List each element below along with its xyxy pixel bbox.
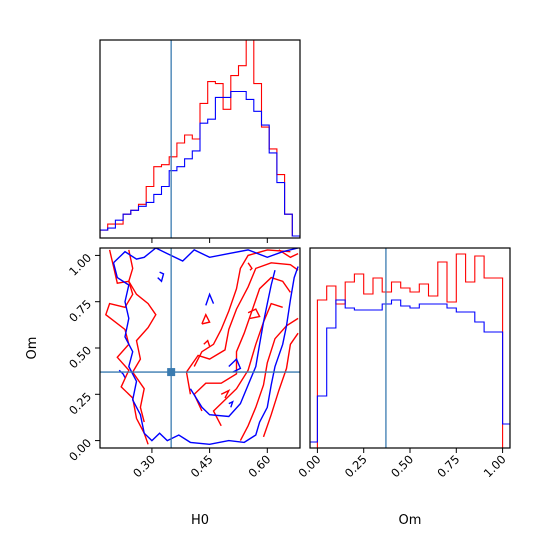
- om-hist-xtick-label: 0.25: [342, 452, 370, 480]
- contour-blue-2: [189, 270, 276, 418]
- om-histogram-series-red: [310, 253, 510, 448]
- contour-red-7: [262, 332, 299, 438]
- contour-ytick-label: 0.00: [66, 436, 94, 464]
- contour-red-1: [128, 249, 157, 423]
- contour-blue-6: [157, 271, 165, 283]
- contour-blue-4: [205, 292, 215, 306]
- contour-ytick-label: 0.75: [66, 297, 94, 325]
- om-hist-xtick-label: 0.75: [434, 452, 462, 480]
- om-hist-xtick-label: 0.50: [388, 452, 416, 480]
- contour-red-12: [247, 308, 261, 320]
- contour-blue-3: [228, 357, 242, 373]
- contour-red-5: [212, 302, 283, 427]
- om-histogram-series-blue: [310, 299, 510, 448]
- contour-red-10: [247, 262, 253, 271]
- contour-red-2: [193, 249, 291, 367]
- contour-ylabel: Om: [25, 337, 40, 360]
- om-hist-xlabel: Om: [399, 513, 422, 528]
- contour-red-9: [220, 389, 231, 399]
- panel-h0-histogram-frame: [99, 39, 301, 239]
- contour-ytick-label: 0.25: [66, 390, 94, 418]
- contour-ytick-label: 1.00: [66, 251, 94, 279]
- contour-red-3: [185, 262, 299, 395]
- contour-red-8: [201, 313, 211, 325]
- contour-xtick-label: 0.30: [130, 452, 158, 480]
- contour-red-13: [203, 339, 211, 347]
- panel-om-histogram: [309, 247, 511, 449]
- contour-xtick-label: 0.45: [188, 452, 216, 480]
- h0-histogram-series-blue: [100, 90, 300, 238]
- panel-h0-om-contour: [99, 247, 301, 449]
- contour-truth-marker: [167, 368, 176, 377]
- contour-blue-7: [228, 400, 234, 408]
- contour-blue-1: [112, 262, 299, 446]
- contour-red-6: [239, 317, 299, 441]
- panel-h0-histogram: [99, 39, 301, 239]
- om-hist-xtick-label: 1.00: [481, 452, 509, 480]
- contour-blue-5: [118, 369, 126, 378]
- contour-xtick-label: 0.60: [245, 452, 273, 480]
- contour-xlabel: H0: [191, 513, 209, 528]
- contour-blue-0: [113, 248, 299, 264]
- contour-ytick-label: 0.50: [66, 343, 94, 371]
- panel-om-histogram-frame: [309, 247, 511, 449]
- om-hist-xtick-label: 0.00: [296, 452, 324, 480]
